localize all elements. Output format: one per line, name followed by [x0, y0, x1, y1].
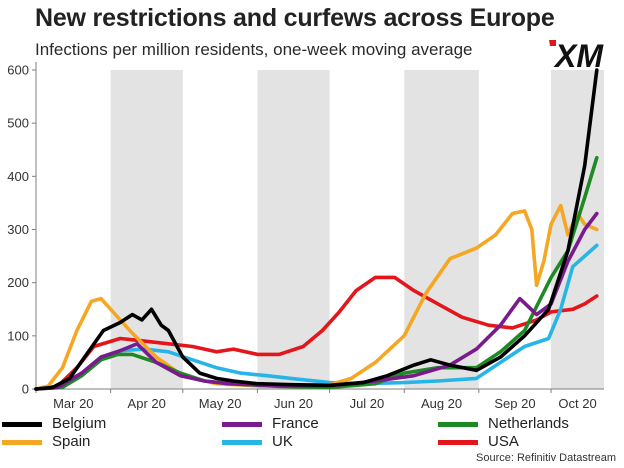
- y-tick-label: 100: [7, 328, 29, 343]
- x-tick-label: Jun 20: [274, 396, 313, 410]
- legend-label-spain: Spain: [52, 433, 91, 450]
- x-tick-label: Mar 20: [53, 396, 93, 410]
- shaded-band-2: [257, 70, 330, 389]
- legend-swatch-spain: [2, 440, 42, 445]
- shaded-month-bands: [110, 70, 604, 389]
- x-tick-label: Oct 20: [558, 396, 596, 410]
- x-tick-label: May 20: [199, 396, 242, 410]
- chart-title: New restrictions and curfews across Euro…: [35, 4, 555, 32]
- legend-label-usa: USA: [488, 433, 519, 450]
- shaded-band-3: [404, 70, 479, 389]
- chart-axes: [35, 62, 604, 390]
- y-tick-label: 500: [7, 116, 29, 131]
- logo-text: XM: [553, 38, 604, 72]
- x-tick-label: Apr 20: [128, 396, 166, 410]
- y-tick-label: 0: [22, 382, 29, 397]
- y-tick-label: 600: [7, 63, 29, 78]
- legend-swatch-netherlands: [438, 422, 478, 427]
- legend-swatch-france: [222, 422, 262, 427]
- x-tick-label: Aug 20: [421, 396, 462, 410]
- y-tick-label: 400: [7, 169, 29, 184]
- y-tick-label: 300: [7, 222, 29, 237]
- legend-swatch-usa: [438, 440, 478, 445]
- series-lines: [34, 68, 599, 391]
- legend-swatch-uk: [222, 440, 262, 445]
- legend-label-france: France: [272, 415, 319, 432]
- series-line-spain: [34, 203, 599, 391]
- xm-logo: XM: [547, 38, 621, 72]
- legend-label-uk: UK: [272, 433, 293, 450]
- chart-subtitle: Infections per million residents, one-we…: [35, 40, 473, 59]
- legend: Belgium Spain France UK Netherlands USA: [0, 414, 624, 454]
- x-axis-ticks: Mar 20 Apr 20 May 20 Jun 20 Jul 20 Aug 20 Sep …: [35, 389, 597, 410]
- x-tick-label: Jul 20: [350, 396, 385, 410]
- source-note: Source: Refinitiv Datastream: [476, 452, 616, 464]
- y-tick-label: 200: [7, 275, 29, 290]
- series-line-belgium: [34, 68, 599, 391]
- legend-swatch-belgium: [2, 422, 42, 427]
- line-chart: 0 100 200 300 400 500 600 Mar 20 Apr 20 May 20 Ju…: [7, 62, 604, 410]
- legend-label-netherlands: Netherlands: [488, 415, 569, 432]
- x-tick-label: Sep 20: [494, 396, 535, 410]
- series-line-usa: [34, 275, 599, 391]
- legend-label-belgium: Belgium: [52, 415, 107, 432]
- y-axis-ticks: 0 100 200 300 400 500 600: [7, 63, 36, 397]
